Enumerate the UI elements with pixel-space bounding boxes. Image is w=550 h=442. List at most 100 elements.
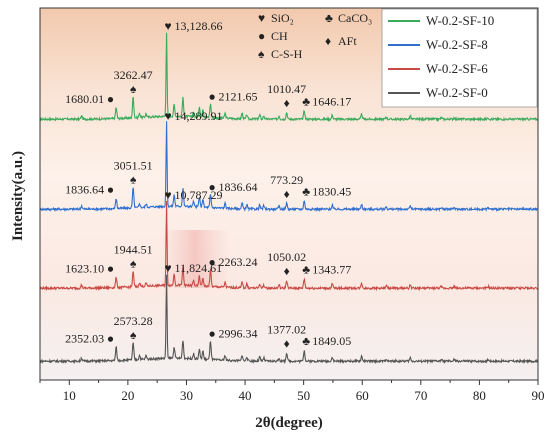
peak-label: 3262.47: [114, 68, 153, 82]
peak-symbol: ♦: [284, 336, 290, 350]
series-layer: [39, 32, 539, 365]
highlight-band: [160, 230, 230, 288]
peak-label: 1377.02: [267, 322, 306, 336]
phase-label: CaCO₃: [338, 11, 372, 25]
legend-label: W-0.2-SF-10: [426, 13, 494, 28]
phase-symbol: ♣: [325, 11, 333, 25]
phase-legend-item-csh: ♠ C-S-H: [258, 47, 303, 61]
peak-annotation: ♥ 10,787.29: [165, 188, 223, 202]
legend-item: W-0.2-SF-6: [388, 61, 488, 76]
legend-label: W-0.2-SF-8: [426, 37, 488, 52]
phase-label: CH: [271, 29, 288, 43]
peak-annotation: ♥ 14,289.91: [165, 109, 223, 123]
peak-annotation: ♣ 1343.77: [302, 263, 351, 277]
peak-label: 1646.17: [312, 94, 351, 108]
peak-symbol: ♠: [130, 82, 137, 96]
x-tick-label: 30: [180, 388, 193, 403]
peak-symbol: ●: [208, 326, 215, 340]
peak-label: 773.29: [270, 173, 303, 187]
peak-annotation: ♣ 1830.45: [302, 184, 351, 198]
x-tick-label: 70: [414, 388, 427, 403]
x-axis-title: 2θ(degree): [255, 415, 323, 431]
peak-label: 14,289.91: [175, 109, 223, 123]
peak-label: 1836.64: [218, 180, 257, 194]
phase-symbol: ♠: [258, 47, 265, 61]
peak-annotation: ●2352.03: [65, 331, 114, 345]
peak-label: 2263.24: [218, 255, 257, 269]
peak-annotation: ♣ 1646.17: [302, 94, 351, 108]
peak-label: 10,787.29: [175, 188, 223, 202]
peak-annotation: ●1680.01: [65, 92, 114, 106]
peak-annotation: ♦773.29: [270, 173, 303, 201]
phase-label: AFt: [338, 34, 357, 48]
peak-annotation: ♦1377.02: [267, 322, 306, 350]
x-tick-label: 60: [356, 388, 369, 403]
peak-symbol: ♥: [165, 188, 172, 202]
peak-symbol: ●: [107, 183, 114, 197]
peak-annotation: ●1836.64: [208, 180, 257, 194]
peak-label: 2352.03: [65, 331, 104, 345]
peak-annotation: ♥ 11,824.61: [165, 261, 223, 275]
series-trace-w-0.2-sf-6: [39, 200, 539, 292]
peak-label: 1623.10: [65, 262, 104, 276]
peak-label: 3051.51: [114, 159, 153, 173]
x-tick-label: 40: [239, 388, 252, 403]
peak-annotation: ♠3051.51: [114, 159, 153, 187]
peak-annotation: ● 2263.24: [208, 255, 257, 269]
peak-symbol: ●: [107, 331, 114, 345]
peak-symbol: ♣: [302, 263, 310, 277]
legend-item: W-0.2-SF-0: [388, 85, 488, 100]
peak-label: 1050.02: [267, 250, 306, 264]
phase-symbol: ♥: [258, 11, 265, 25]
peak-symbol: ♣: [302, 334, 310, 348]
x-tick-label: 20: [121, 388, 134, 403]
peak-symbol: ●: [208, 89, 215, 103]
peak-symbol: ♦: [284, 96, 290, 110]
legend-label: W-0.2-SF-6: [426, 61, 488, 76]
phase-symbol: ♦: [325, 34, 331, 48]
peak-symbol: ♦: [284, 187, 290, 201]
peak-symbol: ●: [107, 92, 114, 106]
peak-label: 1010.47: [267, 82, 306, 96]
legend-item: W-0.2-SF-8: [388, 37, 488, 52]
x-tick-label: 50: [297, 388, 310, 403]
peak-label: 2121.65: [218, 89, 257, 103]
peak-symbol: ♥: [165, 19, 172, 33]
peak-symbol: ♣: [302, 94, 310, 108]
legend-item: W-0.2-SF-10: [388, 13, 494, 28]
peak-symbol: ●: [208, 255, 215, 269]
peak-annotation: ♦1010.47: [267, 82, 306, 110]
phase-legend-item-sio2: ♥ SiO₂: [258, 11, 294, 25]
peak-symbol: ♠: [130, 257, 137, 271]
x-axis: 10 20 30 40 50 60 70 80 90: [39, 380, 545, 403]
x-tick-label: 90: [532, 388, 545, 403]
phase-legend-item-aft: ♦ AFt: [325, 34, 357, 48]
peak-annotation: ♦1050.02: [267, 250, 306, 278]
peak-annotation: ♠1944.51: [114, 243, 153, 271]
legend-box: [381, 8, 538, 108]
legend-label: W-0.2-SF-0: [426, 85, 488, 100]
phase-label: SiO₂: [271, 11, 294, 25]
peak-label: 1944.51: [114, 243, 153, 257]
peak-label: 1830.45: [312, 184, 351, 198]
peak-symbol: ♠: [130, 328, 137, 342]
x-tick-label: 80: [473, 388, 486, 403]
phase-legend-item-ch: ● CH: [258, 29, 288, 43]
y-axis-title: Intensity(a.u.): [10, 151, 26, 241]
peak-label: 1343.77: [312, 263, 351, 277]
series-trace-w-0.2-sf-10: [39, 32, 539, 123]
annotation-layer: ●1680.01♠3262.47♥ 13,128.66● 2121.65 ♦1010.…: [65, 19, 351, 351]
peak-annotation: ♥ 13,128.66: [165, 19, 223, 33]
plot-frame: [39, 7, 539, 381]
phase-legend: ♥ SiO₂ ♣ CaCO₃ ● CH ♦ AFt ♠ C-S-H: [258, 11, 372, 61]
peak-annotation: ●1836.64: [65, 183, 114, 197]
peak-label: 1849.05: [312, 334, 351, 348]
peak-label: 13,128.66: [175, 19, 223, 33]
phase-legend-item-caco3: ♣ CaCO₃: [325, 11, 372, 25]
peak-label: 2996.34: [218, 326, 257, 340]
phase-label: C-S-H: [271, 47, 303, 61]
peak-symbol: ●: [208, 180, 215, 194]
peak-annotation: ♠2573.28: [114, 314, 153, 342]
x-tick-label: 10: [63, 388, 76, 403]
